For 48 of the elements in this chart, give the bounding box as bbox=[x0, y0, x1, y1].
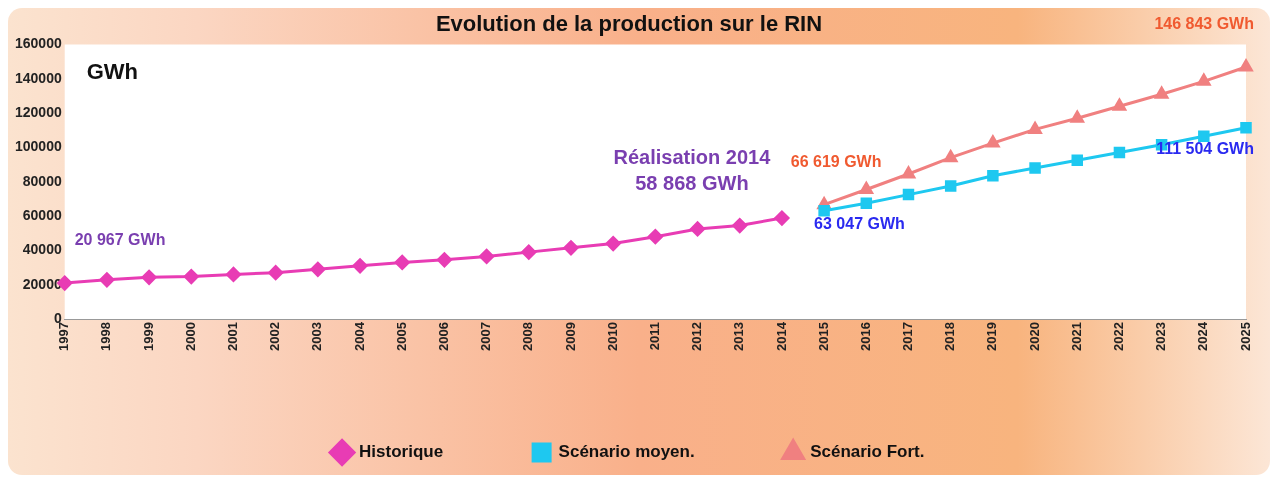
x-tick-label: 2012 bbox=[689, 322, 705, 351]
x-tick-label: 2000 bbox=[182, 322, 198, 351]
x-tick-label: 2014 bbox=[773, 321, 789, 351]
x-tick-label: 2001 bbox=[225, 322, 241, 351]
x-tick-label: 2007 bbox=[478, 322, 494, 351]
y-tick-label: 140000 bbox=[15, 69, 62, 86]
x-tick-label: 2021 bbox=[1068, 322, 1084, 351]
x-tick-label: 1999 bbox=[140, 322, 156, 351]
x-tick-label: 2025 bbox=[1237, 322, 1253, 351]
y-tick-label: 160000 bbox=[15, 35, 62, 52]
x-tick-label: 2023 bbox=[1153, 322, 1169, 351]
x-tick-label: 1997 bbox=[56, 322, 72, 351]
y-tick-label: 20000 bbox=[22, 275, 62, 292]
x-tick-label: 2019 bbox=[984, 322, 1000, 351]
annotation: 146 843 GWh bbox=[1154, 15, 1254, 33]
y-tick-label: 80000 bbox=[22, 172, 62, 189]
annotation: 63 047 GWh bbox=[814, 215, 905, 233]
annotation: 20 967 GWh bbox=[74, 231, 166, 249]
x-tick-label: 2016 bbox=[857, 322, 873, 351]
chart-title: Evolution de la production sur le RIN bbox=[435, 11, 823, 37]
y-tick-label: 60000 bbox=[22, 206, 62, 223]
x-tick-label: 2008 bbox=[520, 322, 536, 351]
x-tick-label: 2009 bbox=[562, 322, 578, 351]
annotation: 66 619 GWh bbox=[790, 153, 882, 171]
legend-label: Historique bbox=[359, 442, 444, 462]
x-tick-label: 2024 bbox=[1195, 321, 1211, 351]
x-tick-label: 2010 bbox=[604, 322, 620, 351]
x-tick-label: 2015 bbox=[815, 322, 831, 351]
y-tick-label: 40000 bbox=[22, 241, 62, 258]
x-tick-label: 2004 bbox=[351, 321, 367, 351]
x-tick-label: 2022 bbox=[1111, 322, 1127, 351]
legend-label: Scénario moyen. bbox=[558, 442, 695, 462]
x-tick-label: 2020 bbox=[1026, 322, 1042, 351]
x-tick-label: 2003 bbox=[309, 322, 325, 351]
x-tick-label: 2013 bbox=[731, 322, 747, 351]
x-tick-label: 2017 bbox=[900, 322, 916, 351]
x-tick-label: 2018 bbox=[942, 322, 958, 351]
y-tick-label: 120000 bbox=[15, 103, 62, 120]
y-axis-title: GWh bbox=[86, 59, 139, 85]
x-tick-label: 2006 bbox=[435, 322, 451, 351]
annotation: 111 504 GWh bbox=[1156, 140, 1254, 158]
x-tick-label: 2002 bbox=[267, 322, 283, 351]
y-tick-label: 100000 bbox=[15, 138, 62, 155]
x-tick-label: 2011 bbox=[646, 322, 662, 351]
annotation: Réalisation 2014 58 868 GWh bbox=[613, 145, 772, 194]
x-tick-label: 1998 bbox=[98, 322, 114, 351]
x-tick-label: 2005 bbox=[393, 322, 409, 351]
legend-label: Scénario Fort. bbox=[810, 442, 925, 462]
